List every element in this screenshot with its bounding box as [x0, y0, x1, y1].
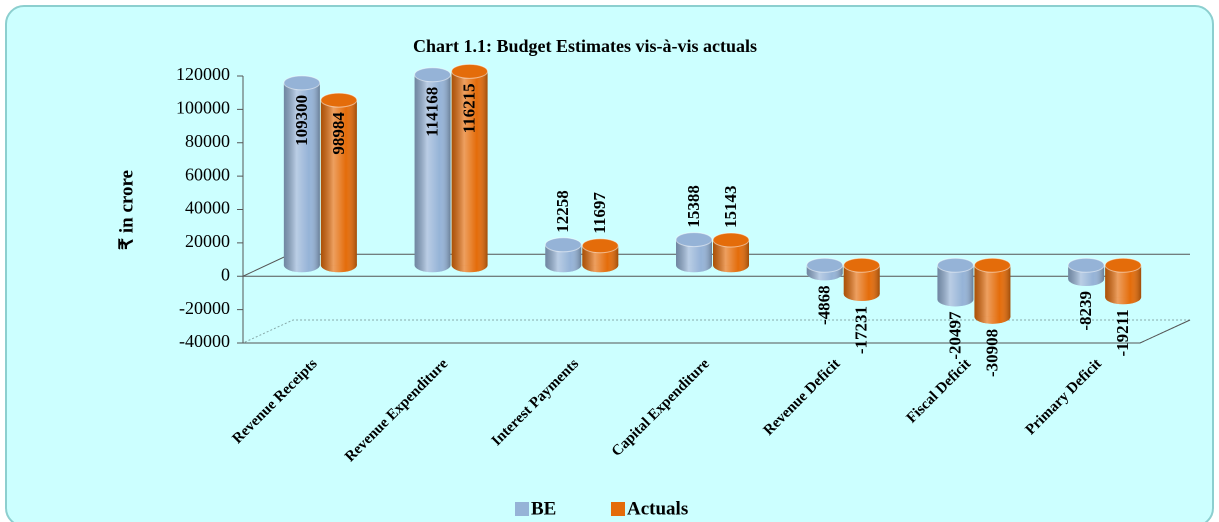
- y-tick-label: 100000: [176, 98, 230, 118]
- bar-part: [581, 238, 619, 254]
- bar: [283, 75, 321, 273]
- data-label: -19211: [1113, 309, 1132, 356]
- legend-swatch: [611, 502, 625, 516]
- bar: [712, 232, 750, 273]
- bar-part: [843, 257, 881, 273]
- bar-part: [1104, 257, 1142, 273]
- data-label: 114168: [422, 87, 441, 137]
- legend-label: BE: [531, 498, 556, 519]
- legend-label: Actuals: [627, 498, 688, 519]
- bar-part: [414, 74, 451, 266]
- bar-part: [414, 67, 452, 83]
- bar-part: [974, 265, 1011, 317]
- y-tick-label: 60000: [185, 164, 230, 184]
- bar-part: [544, 237, 582, 253]
- bar: [544, 237, 582, 273]
- data-label: 98984: [329, 112, 348, 155]
- bar: [451, 63, 489, 273]
- bar: [806, 257, 844, 281]
- bar: [1104, 257, 1142, 305]
- y-tick-label: 80000: [185, 131, 230, 151]
- bar-part: [283, 82, 320, 266]
- legend-swatch: [515, 502, 529, 516]
- data-label: -17231: [852, 306, 871, 354]
- y-tick-label: 120000: [176, 64, 230, 84]
- chart-title: Chart 1.1: Budget Estimates vis-à-vis ac…: [413, 36, 757, 56]
- grid-line: [242, 253, 291, 277]
- y-axis-label: ₹ in crore: [116, 170, 137, 250]
- data-label: 11697: [590, 192, 609, 234]
- data-label: 116215: [459, 83, 478, 133]
- bar-part: [320, 100, 357, 266]
- y-tick-label: -20000: [179, 298, 230, 318]
- y-tick-label: 0: [221, 264, 230, 284]
- bar-part: [320, 92, 358, 108]
- bar: [414, 67, 452, 273]
- bar-part: [1067, 257, 1105, 273]
- data-label: -4868: [815, 285, 834, 325]
- bar: [1067, 257, 1105, 286]
- bar: [936, 257, 974, 307]
- data-label: 12258: [553, 190, 572, 233]
- bar-part: [675, 232, 713, 248]
- bar: [581, 238, 619, 273]
- y-tick-label: 20000: [185, 231, 230, 251]
- bar: [843, 257, 881, 302]
- data-label: -8239: [1076, 291, 1095, 331]
- floor-edge: [1139, 319, 1191, 344]
- data-label: -20497: [945, 311, 964, 360]
- bar-part: [451, 71, 488, 266]
- bar-part: [936, 257, 974, 273]
- y-tick-label: 40000: [185, 198, 230, 218]
- data-label: -30908: [982, 329, 1001, 377]
- data-label: 15143: [721, 185, 740, 228]
- bar-part: [806, 257, 844, 273]
- bar: [973, 257, 1011, 324]
- bar-part: [451, 63, 489, 79]
- bar-part: [283, 75, 321, 91]
- bar: [675, 232, 713, 273]
- bar: [320, 92, 358, 273]
- bar-part: [973, 257, 1011, 273]
- bar-part: [712, 232, 750, 248]
- y-tick-label: -40000: [179, 331, 230, 351]
- data-label: 15388: [684, 185, 703, 228]
- data-label: 109300: [292, 95, 311, 146]
